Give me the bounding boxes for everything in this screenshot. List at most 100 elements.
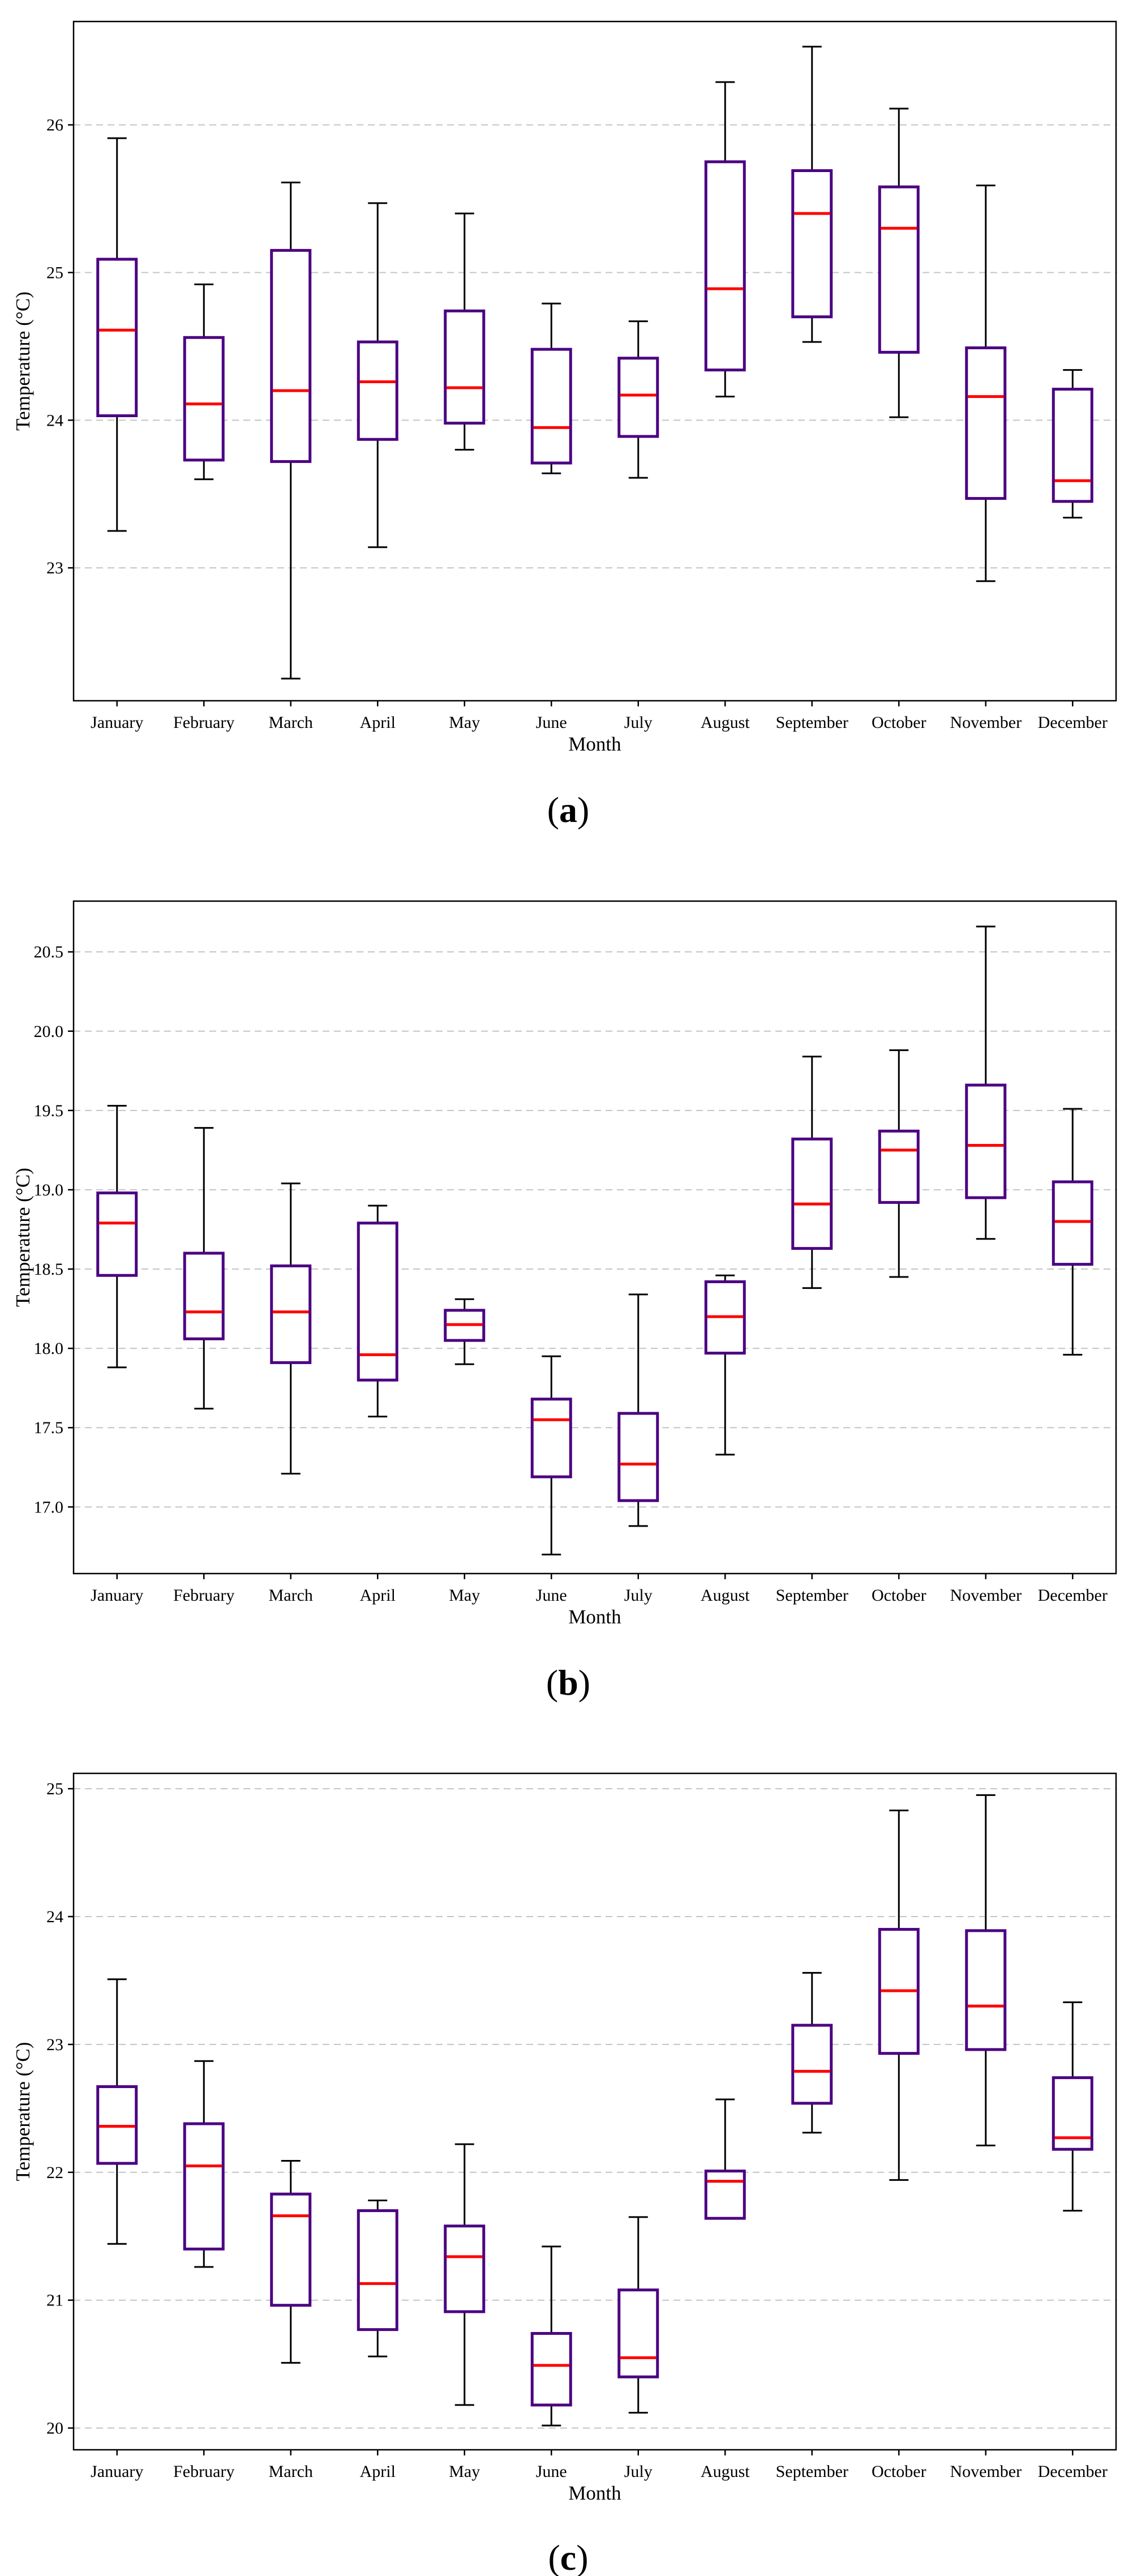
iqr-box	[270, 1264, 312, 1364]
box-may	[444, 1298, 486, 1365]
iqr-box	[96, 1191, 138, 1277]
y-axis-label: Temperature (°C)	[12, 292, 34, 431]
iqr-box	[878, 1129, 920, 1204]
box-january	[96, 137, 138, 532]
box-december	[1052, 1108, 1093, 1356]
x-tick-label: November	[950, 2462, 1022, 2481]
panel-caption: (c)	[548, 2538, 588, 2576]
box-november	[965, 185, 1007, 582]
x-tick-label: October	[872, 2462, 926, 2481]
y-tick-label: 24	[46, 1908, 63, 1926]
x-tick-label: May	[449, 1586, 480, 1605]
x-tick-label: April	[360, 2462, 396, 2481]
box-september	[791, 45, 833, 343]
box-january	[96, 1978, 138, 2245]
chart-panel-b: 17.0 17.5 18.0 18.5 19.0 19.5 20.0 20.5 January F…	[12, 900, 1117, 1703]
iqr-box	[270, 2192, 312, 2307]
box-march	[270, 2159, 312, 2364]
iqr-box	[357, 2209, 398, 2331]
x-tick-label: October	[872, 713, 926, 732]
plot-frame	[72, 20, 1117, 702]
x-tick-label: December	[1038, 713, 1108, 732]
box-april	[357, 202, 398, 548]
box-march	[270, 181, 312, 680]
iqr-box	[530, 1398, 572, 1478]
x-tick-label: June	[536, 713, 567, 732]
y-tick-label: 21	[46, 2291, 63, 2310]
x-tick-label: September	[776, 1586, 848, 1605]
y-tick-label: 23	[46, 559, 63, 577]
x-tick-label: February	[173, 713, 234, 732]
iqr-box	[704, 160, 746, 372]
box-february	[183, 1127, 225, 1410]
iqr-box	[530, 348, 572, 465]
x-tick-label: August	[701, 2462, 750, 2481]
box-november	[965, 1794, 1007, 2146]
iqr-box	[183, 1251, 225, 1340]
box-october	[878, 108, 920, 418]
box-july	[617, 2216, 659, 2414]
iqr-box	[965, 1083, 1007, 1199]
iqr-box	[878, 185, 920, 354]
iqr-box	[965, 1929, 1007, 2051]
y-tick-label: 20	[46, 2419, 63, 2438]
iqr-box	[183, 336, 225, 462]
box-october	[878, 1810, 920, 2181]
x-axis-label: Month	[568, 733, 621, 755]
box-september	[791, 1056, 833, 1289]
box-may	[444, 212, 486, 451]
iqr-box	[357, 340, 398, 441]
x-tick-label: April	[360, 713, 396, 732]
y-axis-label: Temperature (°C)	[12, 1168, 34, 1307]
iqr-box	[270, 248, 312, 463]
y-tick-label: 25	[46, 1780, 63, 1798]
x-tick-label: July	[624, 2462, 653, 2481]
x-tick-label: December	[1038, 1586, 1108, 1605]
iqr-box	[704, 2170, 746, 2220]
y-tick-label: 20.0	[34, 1022, 64, 1041]
x-tick-label: January	[91, 1586, 143, 1605]
iqr-box	[444, 2224, 486, 2313]
box-november	[965, 925, 1007, 1240]
y-tick-label: 18.5	[34, 1260, 64, 1279]
x-tick-label: August	[701, 1586, 750, 1605]
box-june	[530, 2245, 572, 2427]
box-september	[791, 1971, 833, 2134]
box-december	[1052, 369, 1093, 519]
box-june	[530, 302, 572, 474]
x-tick-label: January	[91, 713, 143, 732]
iqr-box	[617, 2288, 659, 2378]
y-tick-label: 19.0	[34, 1181, 64, 1199]
y-tick-label: 18.0	[34, 1339, 64, 1358]
x-axis-label: Month	[568, 2482, 621, 2504]
chart-panel-c: 20 21 22 23 24 25 January February March April May…	[12, 1772, 1117, 2576]
x-tick-label: December	[1038, 2462, 1108, 2481]
box-august	[704, 2098, 746, 2220]
box-june	[530, 1355, 572, 1555]
y-tick-label: 17.0	[34, 1498, 64, 1516]
iqr-box	[791, 2024, 833, 2105]
panel-caption: (b)	[546, 1662, 590, 1703]
x-tick-label: October	[872, 1586, 926, 1605]
x-axis-label: Month	[568, 1606, 621, 1628]
chart-panel-a: 23 24 25 26 January February March April May June…	[12, 20, 1117, 830]
x-tick-label: February	[173, 2462, 234, 2481]
x-tick-label: March	[269, 2462, 313, 2481]
box-february	[183, 2060, 225, 2268]
iqr-box	[1052, 1180, 1093, 1266]
x-tick-label: September	[776, 713, 848, 732]
iqr-box	[96, 258, 138, 418]
box-december	[1052, 2001, 1093, 2212]
x-tick-label: September	[776, 2462, 848, 2481]
iqr-box	[791, 1137, 833, 1250]
box-august	[704, 81, 746, 398]
x-tick-label: November	[950, 1586, 1022, 1605]
x-tick-label: November	[950, 713, 1022, 732]
y-tick-label: 19.5	[34, 1101, 64, 1120]
box-april	[357, 2199, 398, 2358]
box-march	[270, 1182, 312, 1475]
x-tick-label: April	[360, 1586, 396, 1605]
y-axis-label: Temperature (°C)	[12, 2042, 34, 2181]
x-tick-label: July	[624, 1586, 653, 1605]
